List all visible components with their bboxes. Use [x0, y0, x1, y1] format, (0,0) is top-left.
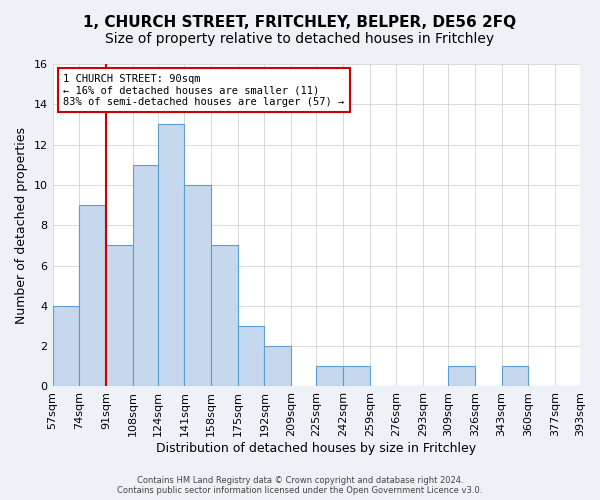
Bar — [79, 205, 106, 386]
Bar — [316, 366, 343, 386]
Bar — [265, 346, 291, 387]
Bar — [184, 185, 211, 386]
Bar — [53, 306, 79, 386]
Bar — [158, 124, 184, 386]
Bar — [211, 246, 238, 386]
Text: Contains HM Land Registry data © Crown copyright and database right 2024.
Contai: Contains HM Land Registry data © Crown c… — [118, 476, 482, 495]
Bar — [448, 366, 475, 386]
Y-axis label: Number of detached properties: Number of detached properties — [15, 126, 28, 324]
Text: 1 CHURCH STREET: 90sqm
← 16% of detached houses are smaller (11)
83% of semi-det: 1 CHURCH STREET: 90sqm ← 16% of detached… — [63, 74, 344, 107]
Bar — [502, 366, 528, 386]
X-axis label: Distribution of detached houses by size in Fritchley: Distribution of detached houses by size … — [156, 442, 476, 455]
Text: Size of property relative to detached houses in Fritchley: Size of property relative to detached ho… — [106, 32, 494, 46]
Bar — [343, 366, 370, 386]
Bar — [133, 165, 158, 386]
Bar — [238, 326, 265, 386]
Bar — [106, 246, 133, 386]
Text: 1, CHURCH STREET, FRITCHLEY, BELPER, DE56 2FQ: 1, CHURCH STREET, FRITCHLEY, BELPER, DE5… — [83, 15, 517, 30]
